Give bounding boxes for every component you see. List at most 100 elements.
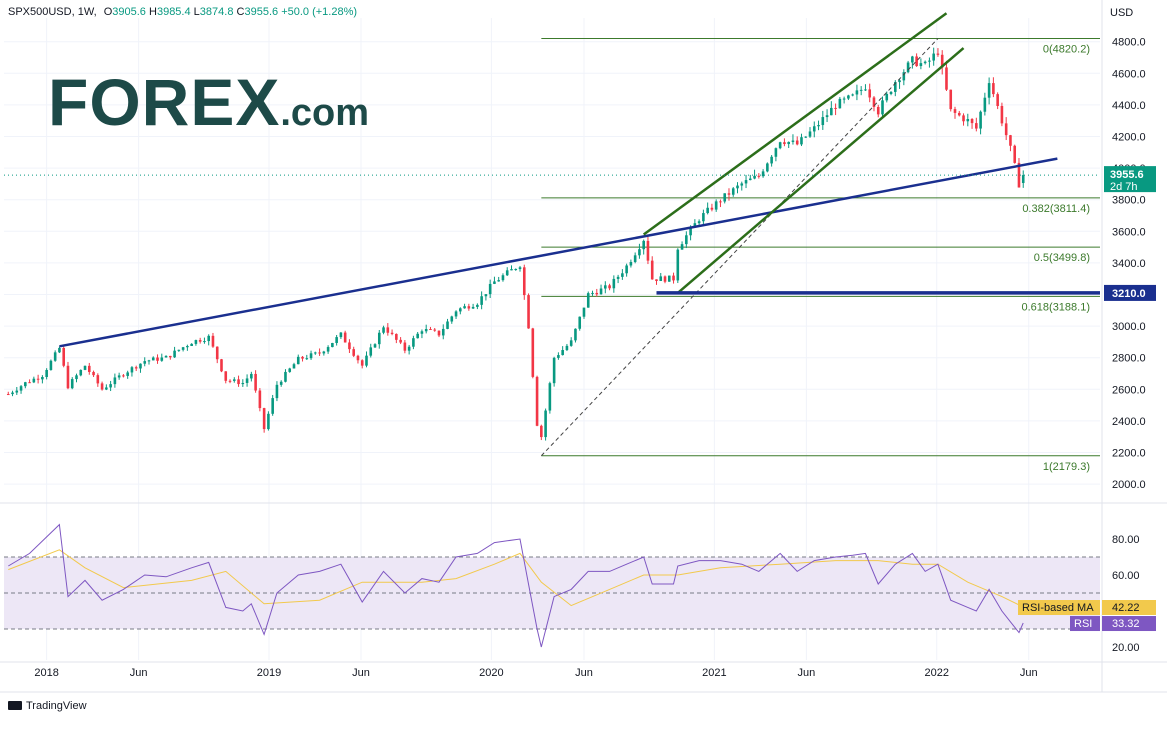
candle-body (838, 98, 842, 109)
candle-body (92, 371, 95, 376)
candle-body (15, 390, 19, 393)
candle-body (476, 304, 479, 307)
candle-body (288, 368, 292, 372)
candle-body (514, 269, 518, 271)
candle-body (369, 347, 373, 356)
candle-body (753, 175, 756, 179)
candle-body (561, 350, 564, 356)
rsi-value: 33.32 (1112, 618, 1140, 630)
candle-body (953, 109, 957, 113)
candle-body (864, 89, 867, 91)
candle-body (923, 61, 927, 64)
candle-body (510, 269, 513, 271)
candle-body (676, 249, 680, 281)
candle-body (932, 53, 935, 61)
ohlc-values: O3905.6 H3985.4 L3874.8 C3955.6 +50.0 (+… (104, 6, 357, 18)
candle-body (761, 171, 765, 177)
candle-body (45, 369, 48, 378)
candle-body (616, 276, 620, 279)
candle-body (723, 193, 727, 202)
candle-body (186, 346, 189, 348)
candle-body (365, 355, 368, 366)
candle-body (75, 375, 78, 380)
price-axis-tick: 3600.0 (1112, 226, 1146, 238)
open-value: 3905.6 (112, 6, 146, 18)
candle-body (326, 347, 330, 352)
candle-body (377, 332, 381, 345)
price-axis-tick: 2200.0 (1112, 448, 1146, 460)
candle-body (36, 378, 40, 380)
candle-body (497, 280, 500, 282)
symbol-header: SPX500USD, 1W, O3905.6 H3985.4 L3874.8 C… (8, 6, 357, 18)
channel-lower-line (676, 47, 965, 294)
level-price-value: 3210.0 (1112, 288, 1146, 300)
candle-body (625, 265, 628, 274)
candle-body (680, 244, 684, 250)
high-label: H (149, 6, 157, 18)
time-axis-tick: Jun (797, 667, 815, 679)
candle-body (940, 54, 944, 68)
candle-body (889, 91, 893, 94)
candle-body (804, 136, 808, 138)
candle-body (812, 126, 816, 132)
time-axis-tick: 2018 (34, 667, 58, 679)
candle-body (190, 343, 193, 347)
fib-level-label: 0.382(3811.4) (1022, 203, 1090, 215)
rsi-ma-value: 42.22 (1112, 602, 1140, 614)
candle-body (322, 351, 326, 354)
candle-body (859, 89, 863, 91)
candle-body (893, 82, 897, 92)
candle-body (612, 278, 616, 289)
rsi-ma-line (8, 549, 1024, 608)
candle-body (987, 83, 991, 98)
current-price-value: 3955.6 (1110, 169, 1144, 181)
candle-body (783, 142, 786, 145)
candle-body (203, 341, 206, 343)
price-axis-tick: 4800.0 (1112, 37, 1146, 49)
candle-body (565, 345, 569, 351)
candle-body (169, 355, 172, 358)
rsi-line (8, 523, 1024, 648)
candle-body (441, 328, 445, 336)
candle-body (633, 255, 637, 262)
candle-body (847, 95, 850, 99)
candle-body (795, 140, 799, 145)
candle-body (275, 384, 279, 399)
candle-body (382, 327, 385, 333)
candle-body (143, 361, 147, 364)
candle-body (493, 281, 496, 284)
candle-body (966, 118, 970, 122)
time-axis-tick: Jun (130, 667, 148, 679)
candle-body (279, 381, 283, 385)
tradingview-footer[interactable]: TradingView (8, 700, 87, 712)
candle-body (898, 80, 901, 83)
candle-body (766, 163, 769, 172)
long-term-trendline (59, 157, 1058, 348)
price-axis-tick: 2600.0 (1112, 384, 1146, 396)
candle-body (224, 371, 228, 381)
candle-body (791, 140, 795, 142)
candle-body (83, 365, 87, 370)
candle-body (710, 207, 714, 210)
symbol-label[interactable]: SPX500USD, 1W, (8, 6, 97, 18)
candle-body (96, 375, 100, 384)
candle-body (87, 365, 91, 372)
candle-body (672, 275, 675, 281)
candle-body (902, 72, 906, 81)
candle-body (604, 285, 607, 289)
candle-body (834, 107, 837, 109)
candle-body (872, 97, 876, 107)
candle-body (215, 346, 219, 360)
candle-body (992, 83, 995, 95)
candle-body (970, 118, 974, 124)
candle-body (638, 249, 641, 256)
candle-body (557, 355, 560, 358)
candle-body (207, 335, 211, 342)
candle-body (501, 275, 505, 281)
candle-body (868, 89, 872, 98)
candle-body (655, 279, 658, 281)
candle-body (697, 221, 701, 224)
fib-level-label: 0(4820.2) (1043, 44, 1090, 56)
